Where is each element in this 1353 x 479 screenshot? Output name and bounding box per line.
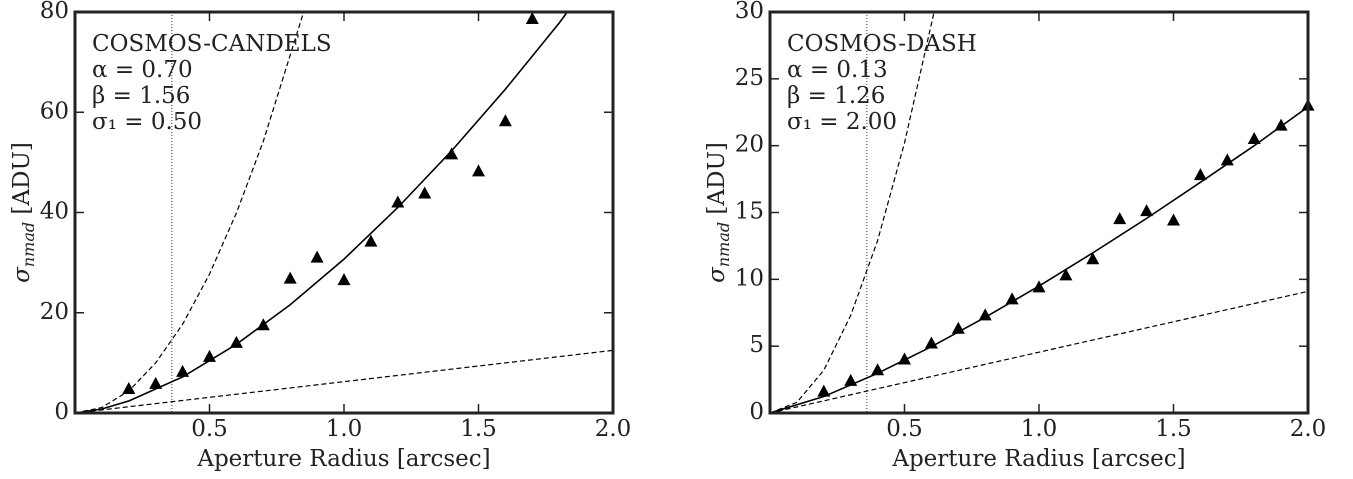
data-point (310, 250, 324, 263)
data-point (525, 12, 539, 25)
x-tick-label: 1.5 (1155, 416, 1192, 442)
y-tick-label: 10 (735, 265, 764, 291)
annotation: β = 1.56 (92, 83, 190, 109)
x-tick-label: 0.5 (886, 416, 923, 442)
annotation: σ₁ = 0.50 (92, 109, 202, 135)
data-point (1193, 168, 1207, 181)
data-point (1086, 252, 1100, 265)
data-point (391, 195, 405, 208)
y-tick-label: 60 (40, 98, 69, 124)
data-point (817, 384, 831, 397)
limit-curve (770, 290, 1308, 413)
y-tick-label: 20 (40, 299, 69, 325)
y-tick-label: 5 (749, 332, 764, 358)
x-tick-label: 1.5 (460, 416, 497, 442)
y-tick-label: 80 (40, 0, 69, 24)
data-point (229, 335, 243, 348)
data-point (122, 381, 136, 394)
y-label-unit: [ADU] (9, 142, 35, 214)
data-point (337, 273, 351, 286)
data-point (1167, 213, 1180, 226)
y-label-symbol: σ (9, 266, 35, 283)
limit-curve (770, 12, 935, 413)
y-axis-label: σnmad [ADU] (9, 142, 38, 283)
y-label-unit: [ADU] (704, 142, 730, 214)
annotation: α = 0.13 (787, 57, 888, 83)
y-label-gap (704, 215, 730, 222)
y-tick-label: 0 (54, 399, 69, 425)
data-point (1140, 204, 1154, 217)
y-label-subscript: nmad (19, 222, 38, 267)
x-axis-label: Aperture Radius [arcsec] (196, 446, 490, 472)
x-tick-label: 2.0 (595, 416, 632, 442)
data-point (1059, 268, 1073, 281)
data-point (445, 147, 459, 160)
y-label-gap (9, 215, 35, 222)
x-tick-label: 0.5 (191, 416, 228, 442)
data-point (1113, 212, 1127, 225)
data-point (364, 234, 378, 247)
limit-curve (75, 12, 305, 413)
data-point (283, 271, 297, 284)
annotation: β = 1.26 (787, 83, 885, 109)
y-tick-label: 25 (735, 65, 764, 91)
data-point (1247, 131, 1261, 144)
annotation: COSMOS-CANDELS (92, 31, 332, 57)
fit-curve (770, 106, 1308, 413)
y-tick-label: 40 (40, 199, 69, 225)
data-point (176, 364, 190, 377)
x-tick-label: 2.0 (1290, 416, 1327, 442)
data-point (1274, 118, 1288, 131)
x-axis-label: Aperture Radius [arcsec] (891, 446, 1185, 472)
data-point (472, 164, 485, 177)
data-point (149, 376, 163, 389)
y-label-subscript: nmad (714, 222, 733, 267)
annotation: α = 0.70 (92, 57, 193, 83)
annotation: σ₁ = 2.00 (787, 109, 897, 135)
y-tick-label: 0 (749, 399, 764, 425)
annotation: COSMOS-DASH (787, 31, 977, 57)
data-point (978, 308, 992, 321)
y-tick-label: 15 (735, 199, 764, 225)
y-tick-label: 30 (735, 0, 764, 24)
limit-curve (75, 349, 613, 413)
axes-frame (768, 10, 1310, 415)
data-point (418, 186, 432, 199)
y-axis-label: σnmad [ADU] (704, 142, 733, 283)
data-point (1005, 292, 1019, 305)
x-tick-label: 1.0 (326, 416, 363, 442)
data-point (498, 114, 512, 127)
y-label-symbol: σ (704, 266, 730, 283)
y-tick-label: 20 (735, 132, 764, 158)
axes-frame (73, 10, 615, 415)
fit-curve (75, 12, 568, 413)
x-tick-label: 1.0 (1021, 416, 1058, 442)
